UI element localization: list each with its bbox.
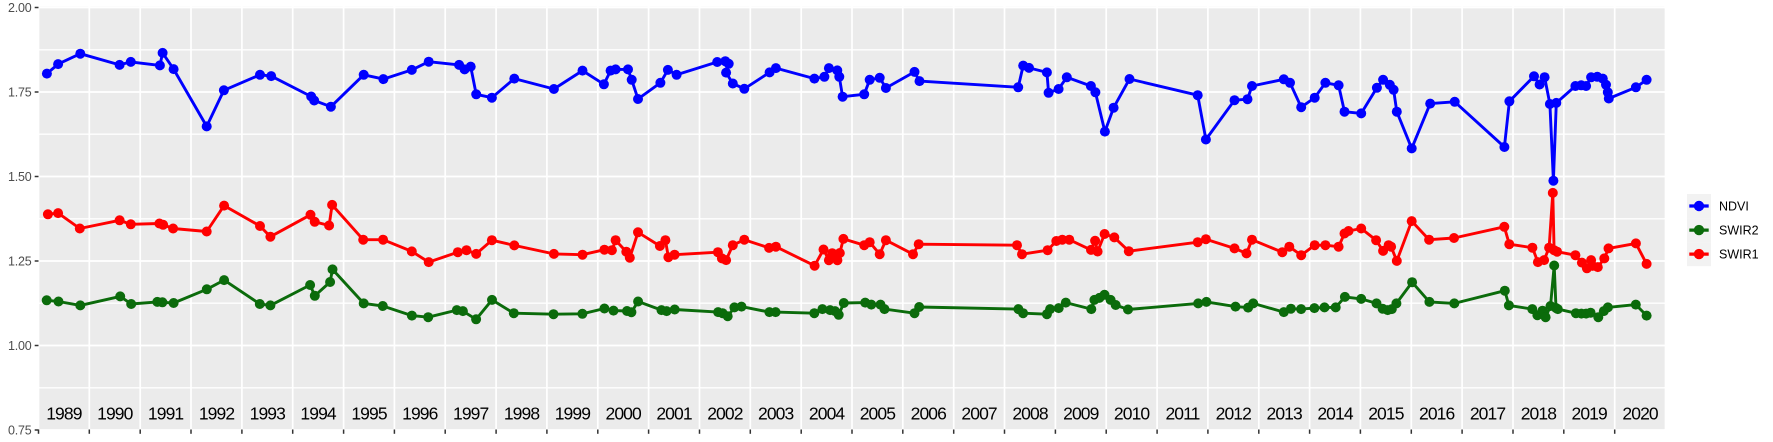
svg-text:1993: 1993 bbox=[250, 404, 285, 424]
svg-text:1992: 1992 bbox=[199, 404, 234, 424]
svg-text:2018: 2018 bbox=[1521, 404, 1556, 424]
svg-text:2001: 2001 bbox=[656, 404, 691, 424]
svg-text:2017: 2017 bbox=[1470, 404, 1505, 424]
svg-text:1991: 1991 bbox=[148, 404, 183, 424]
svg-text:NDVI: NDVI bbox=[1719, 199, 1749, 213]
svg-text:2004: 2004 bbox=[809, 404, 845, 424]
svg-text:2006: 2006 bbox=[911, 404, 946, 424]
svg-text:2013: 2013 bbox=[1267, 404, 1302, 424]
svg-text:2007: 2007 bbox=[961, 404, 996, 424]
svg-text:1997: 1997 bbox=[453, 404, 488, 424]
svg-text:1994: 1994 bbox=[300, 404, 336, 424]
svg-text:2011: 2011 bbox=[1165, 404, 1199, 424]
svg-text:2.00: 2.00 bbox=[8, 1, 32, 15]
svg-text:2008: 2008 bbox=[1012, 404, 1047, 424]
svg-text:0.75: 0.75 bbox=[8, 423, 32, 437]
svg-text:2015: 2015 bbox=[1368, 404, 1403, 424]
svg-text:2020: 2020 bbox=[1622, 404, 1658, 424]
svg-text:2019: 2019 bbox=[1572, 404, 1607, 424]
svg-text:2012: 2012 bbox=[1216, 404, 1251, 424]
svg-text:1998: 1998 bbox=[504, 404, 539, 424]
svg-text:1.50: 1.50 bbox=[8, 170, 32, 184]
svg-text:2014: 2014 bbox=[1317, 404, 1353, 424]
svg-text:1990: 1990 bbox=[97, 404, 133, 424]
svg-text:SWIR1: SWIR1 bbox=[1719, 248, 1759, 262]
svg-text:2002: 2002 bbox=[707, 404, 742, 424]
svg-text:2010: 2010 bbox=[1114, 404, 1150, 424]
svg-text:1.00: 1.00 bbox=[8, 339, 32, 353]
svg-text:1989: 1989 bbox=[46, 404, 81, 424]
svg-text:2000: 2000 bbox=[606, 404, 642, 424]
svg-text:1.25: 1.25 bbox=[8, 254, 32, 268]
svg-text:2009: 2009 bbox=[1063, 404, 1098, 424]
svg-text:1996: 1996 bbox=[402, 404, 437, 424]
svg-text:2003: 2003 bbox=[758, 404, 793, 424]
svg-text:1.75: 1.75 bbox=[8, 85, 32, 99]
svg-text:2005: 2005 bbox=[860, 404, 895, 424]
svg-text:2016: 2016 bbox=[1419, 404, 1454, 424]
svg-text:SWIR2: SWIR2 bbox=[1719, 224, 1759, 238]
svg-text:1995: 1995 bbox=[351, 404, 386, 424]
svg-text:1999: 1999 bbox=[555, 404, 590, 424]
